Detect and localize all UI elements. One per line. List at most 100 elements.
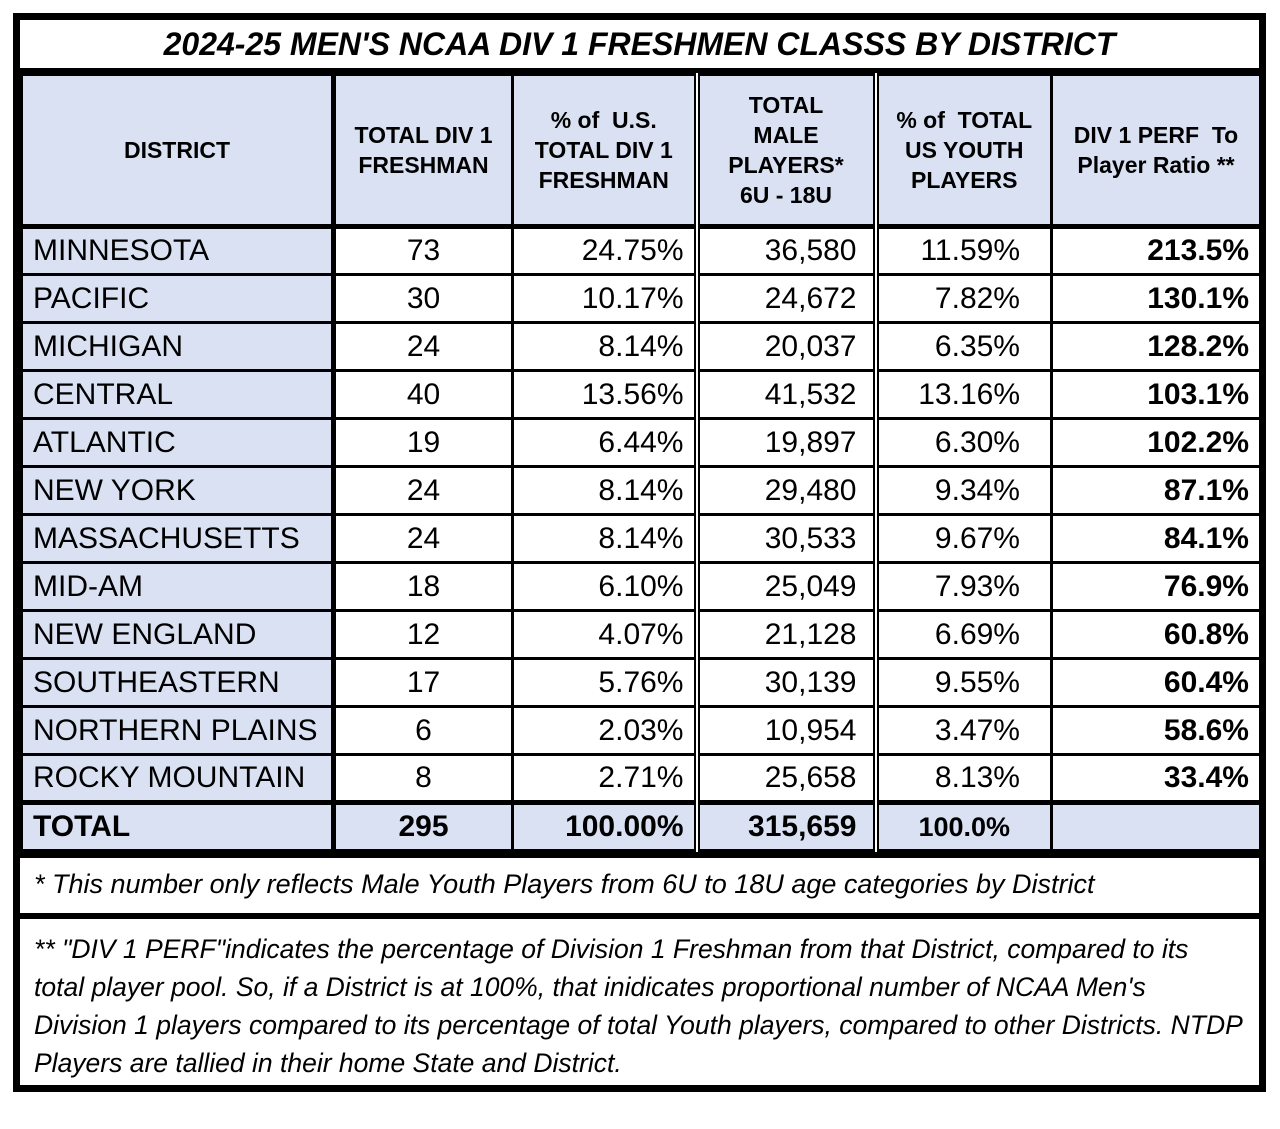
cell-pct-freshman: 5.76% [511, 657, 698, 708]
cell-pct-freshman: 8.14% [511, 465, 698, 516]
cell-pct-freshman: 8.14% [511, 513, 698, 564]
table-row-pacific: PACIFIC 30 10.17% 24,672 7.82% 130.1% [20, 273, 1262, 324]
cell-freshman: 18 [332, 561, 514, 612]
cell-freshman: 12 [332, 609, 514, 660]
cell-total-label: TOTAL [20, 800, 336, 852]
cell-pct-youth: 7.82% [874, 273, 1053, 324]
district-table: DISTRICT TOTAL DIV 1 FRESHMAN % of U.S. … [20, 73, 1262, 852]
cell-pct-youth: 9.55% [874, 657, 1053, 708]
table-row-michigan: MICHIGAN 24 8.14% 20,037 6.35% 128.2% [20, 321, 1262, 372]
table-title: 2024-25 MEN'S NCAA DIV 1 FRESHMEN CLASSS… [20, 20, 1259, 73]
cell-male-players: 24,672 [693, 273, 879, 324]
cell-district: MICHIGAN [20, 321, 336, 372]
table-row-northern-plains: NORTHERN PLAINS 6 2.03% 10,954 3.47% 58.… [20, 705, 1262, 756]
cell-district: NEW YORK [20, 465, 336, 516]
table-row-new-york: NEW YORK 24 8.14% 29,480 9.34% 87.1% [20, 465, 1262, 516]
cell-male-players: 41,532 [693, 369, 879, 420]
cell-pct-youth: 6.35% [874, 321, 1053, 372]
cell-pct-youth: 8.13% [874, 753, 1053, 804]
footnote-div1-perf: ** "DIV 1 PERF"indicates the percentage … [20, 913, 1259, 1085]
table-frame: 2024-25 MEN'S NCAA DIV 1 FRESHMEN CLASSS… [13, 13, 1266, 1092]
cell-perf-ratio: 130.1% [1050, 273, 1262, 324]
cell-district: MID-AM [20, 561, 336, 612]
cell-district: ROCKY MOUNTAIN [20, 753, 336, 804]
cell-pct-freshman: 8.14% [511, 321, 698, 372]
cell-district: PACIFIC [20, 273, 336, 324]
cell-pct-freshman: 6.44% [511, 417, 698, 468]
cell-pct-youth: 13.16% [874, 369, 1053, 420]
cell-freshman: 73 [332, 225, 514, 276]
cell-pct-freshman: 2.03% [511, 705, 698, 756]
cell-pct-freshman: 10.17% [511, 273, 698, 324]
cell-male-players: 29,480 [693, 465, 879, 516]
cell-male-players: 21,128 [693, 609, 879, 660]
cell-freshman: 17 [332, 657, 514, 708]
cell-perf-ratio: 60.4% [1050, 657, 1262, 708]
header-total-div1-freshman: TOTAL DIV 1 FRESHMAN [332, 73, 514, 229]
cell-district: ATLANTIC [20, 417, 336, 468]
cell-male-players: 36,580 [693, 225, 879, 276]
cell-perf-ratio: 60.8% [1050, 609, 1262, 660]
table-row-rocky-mountain: ROCKY MOUNTAIN 8 2.71% 25,658 8.13% 33.4… [20, 753, 1262, 804]
cell-pct-freshman: 13.56% [511, 369, 698, 420]
header-pct-us-youth: % of TOTAL US YOUTH PLAYERS [874, 73, 1053, 229]
cell-pct-freshman: 6.10% [511, 561, 698, 612]
header-row: DISTRICT TOTAL DIV 1 FRESHMAN % of U.S. … [20, 73, 1262, 229]
table-row-atlantic: ATLANTIC 19 6.44% 19,897 6.30% 102.2% [20, 417, 1262, 468]
cell-freshman: 24 [332, 321, 514, 372]
table-row-massachusetts: MASSACHUSETTS 24 8.14% 30,533 9.67% 84.1… [20, 513, 1262, 564]
cell-district: CENTRAL [20, 369, 336, 420]
cell-male-players: 10,954 [693, 705, 879, 756]
cell-pct-youth: 3.47% [874, 705, 1053, 756]
cell-freshman: 40 [332, 369, 514, 420]
cell-male-players: 30,139 [693, 657, 879, 708]
header-total-male-players: TOTAL MALE PLAYERS* 6U - 18U [693, 73, 879, 229]
cell-total-male-players: 315,659 [693, 800, 879, 852]
header-div1-perf-ratio: DIV 1 PERF To Player Ratio ** [1050, 73, 1262, 229]
cell-freshman: 24 [332, 465, 514, 516]
footnote-male-players: * This number only reflects Male Youth P… [20, 852, 1259, 913]
cell-freshman: 6 [332, 705, 514, 756]
cell-male-players: 19,897 [693, 417, 879, 468]
table-row-central: CENTRAL 40 13.56% 41,532 13.16% 103.1% [20, 369, 1262, 420]
table-row-mid-am: MID-AM 18 6.10% 25,049 7.93% 76.9% [20, 561, 1262, 612]
cell-perf-ratio: 76.9% [1050, 561, 1262, 612]
cell-perf-ratio: 87.1% [1050, 465, 1262, 516]
cell-male-players: 20,037 [693, 321, 879, 372]
cell-perf-ratio: 213.5% [1050, 225, 1262, 276]
cell-district: NEW ENGLAND [20, 609, 336, 660]
cell-perf-ratio: 58.6% [1050, 705, 1262, 756]
cell-pct-youth: 6.30% [874, 417, 1053, 468]
cell-perf-ratio: 128.2% [1050, 321, 1262, 372]
cell-male-players: 25,658 [693, 753, 879, 804]
cell-district: MINNESOTA [20, 225, 336, 276]
cell-pct-freshman: 4.07% [511, 609, 698, 660]
cell-pct-youth: 11.59% [874, 225, 1053, 276]
cell-pct-freshman: 2.71% [511, 753, 698, 804]
cell-male-players: 25,049 [693, 561, 879, 612]
cell-total-perf-ratio [1050, 800, 1262, 852]
cell-pct-youth: 7.93% [874, 561, 1053, 612]
cell-perf-ratio: 33.4% [1050, 753, 1262, 804]
cell-freshman: 8 [332, 753, 514, 804]
cell-district: SOUTHEASTERN [20, 657, 336, 708]
cell-perf-ratio: 103.1% [1050, 369, 1262, 420]
cell-perf-ratio: 84.1% [1050, 513, 1262, 564]
cell-pct-youth: 6.69% [874, 609, 1053, 660]
cell-district: MASSACHUSETTS [20, 513, 336, 564]
cell-total-freshman: 295 [332, 800, 514, 852]
cell-freshman: 30 [332, 273, 514, 324]
cell-pct-youth: 9.67% [874, 513, 1053, 564]
header-district: DISTRICT [20, 73, 336, 229]
cell-perf-ratio: 102.2% [1050, 417, 1262, 468]
table-row-minnesota: MINNESOTA 73 24.75% 36,580 11.59% 213.5% [20, 225, 1262, 276]
header-district-label: DISTRICT [123, 137, 231, 163]
cell-pct-freshman: 24.75% [511, 225, 698, 276]
cell-district: NORTHERN PLAINS [20, 705, 336, 756]
cell-male-players: 30,533 [693, 513, 879, 564]
table-row-southeastern: SOUTHEASTERN 17 5.76% 30,139 9.55% 60.4% [20, 657, 1262, 708]
cell-pct-youth: 9.34% [874, 465, 1053, 516]
table-row-new-england: NEW ENGLAND 12 4.07% 21,128 6.69% 60.8% [20, 609, 1262, 660]
cell-total-pct-youth: 100.0% [874, 800, 1053, 852]
